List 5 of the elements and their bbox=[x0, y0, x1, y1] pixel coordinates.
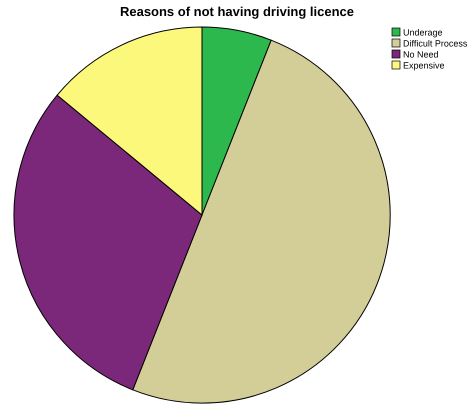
legend-label: Difficult Process bbox=[403, 38, 468, 48]
legend-label: Expensive bbox=[403, 60, 445, 70]
legend-label: No Need bbox=[403, 50, 439, 60]
legend-label: Underage bbox=[403, 28, 443, 38]
chart-title: Reasons of not having driving licence bbox=[120, 4, 354, 19]
